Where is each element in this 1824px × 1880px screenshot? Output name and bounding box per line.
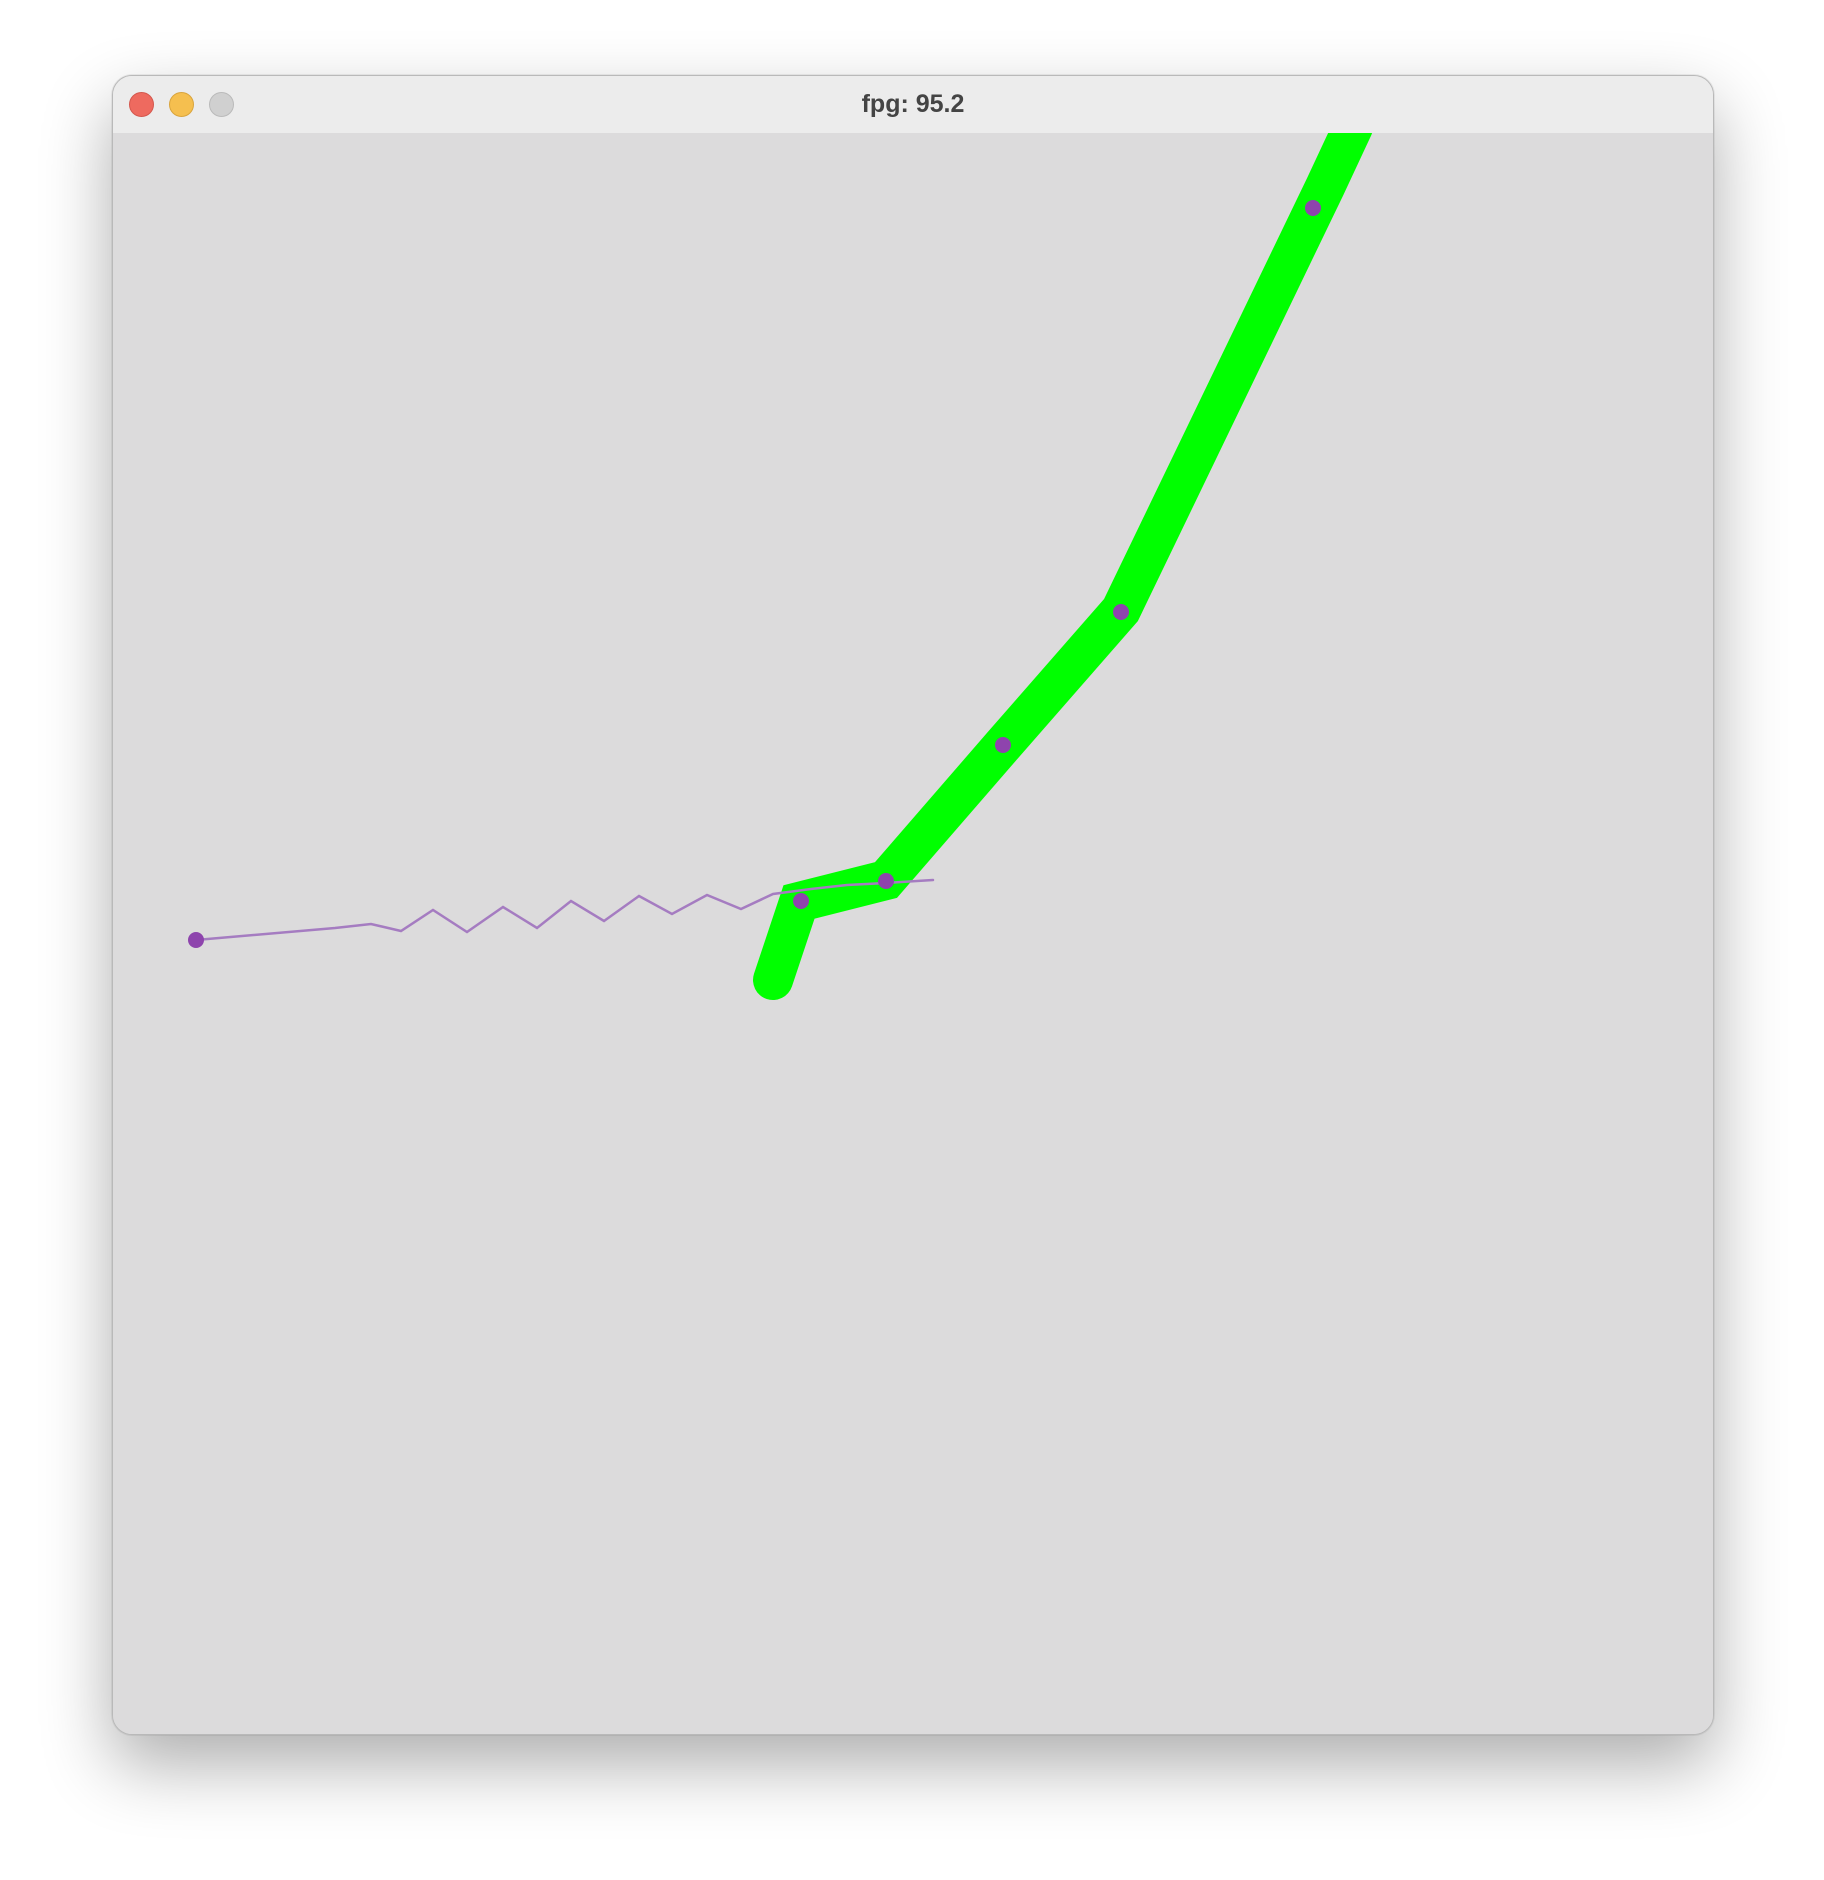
thick-green-path: [753, 133, 1372, 1000]
joint-marker: [793, 893, 809, 909]
zoom-icon[interactable]: [209, 92, 234, 117]
canvas-drawing: [188, 133, 1372, 1000]
joint-marker: [995, 737, 1011, 753]
joint-marker: [878, 873, 894, 889]
minimize-icon[interactable]: [169, 92, 194, 117]
joint-marker: [188, 932, 204, 948]
close-icon[interactable]: [129, 92, 154, 117]
drawing-canvas[interactable]: [113, 133, 1713, 1734]
joint-marker: [1305, 200, 1321, 216]
joint-marker: [1113, 604, 1129, 620]
app-window: fpg: 95.2: [112, 75, 1714, 1735]
title-bar[interactable]: fpg: 95.2: [113, 76, 1713, 134]
thin-zigzag-path: [194, 878, 935, 942]
window-title: fpg: 95.2: [861, 90, 965, 118]
